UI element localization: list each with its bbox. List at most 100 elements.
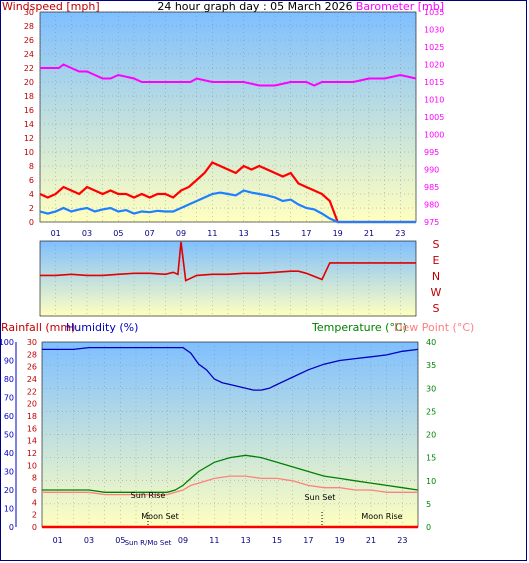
direction-label: E xyxy=(433,254,440,267)
baro-y-tick-label: 1010 xyxy=(424,96,444,105)
baro-y-tick-label: 1035 xyxy=(424,8,444,17)
temp-grid xyxy=(41,341,419,528)
temp-tick-label: 0 xyxy=(426,523,431,532)
wind-x-tick-label: 11 xyxy=(207,229,217,238)
rain-tick-label: 6 xyxy=(32,486,37,495)
moon-set-annotation: Moon Set xyxy=(141,512,178,521)
wind-y-tick-label: 10 xyxy=(24,148,34,157)
wind-y-tick-label: 26 xyxy=(24,36,34,45)
graph-day-title: 24 hour graph day : 05 March 2026 xyxy=(157,0,352,13)
temp-x-tick-label: 01 xyxy=(53,536,63,545)
rain-tick-label: 22 xyxy=(27,387,37,396)
wind-x-tick-label: 19 xyxy=(333,229,343,238)
rain-tick-label: 30 xyxy=(27,338,37,347)
temp-tick-label: 5 xyxy=(426,500,431,509)
wind-y-tick-label: 8 xyxy=(29,162,34,171)
wind-y-tick-label: 4 xyxy=(29,190,34,199)
wind-x-tick-label: 23 xyxy=(395,229,405,238)
temp-tick-label: 35 xyxy=(426,361,436,370)
wind-x-tick-label: 01 xyxy=(51,229,61,238)
temp-tick-label: 10 xyxy=(426,477,436,486)
humidity-tick-label: 60 xyxy=(4,412,14,421)
temp-x-tick-label: 19 xyxy=(335,536,345,545)
wind-y-tick-label: 24 xyxy=(24,50,34,59)
barometer-title: Barometer [mb] xyxy=(356,0,444,13)
barometer-axis-right: 975 980 985 990 995 1000 1005 1010 1015 1020 1025 1… xyxy=(424,8,444,227)
humidity-tick-label: 40 xyxy=(4,449,14,458)
temp-x-tick-label: 13 xyxy=(241,536,251,545)
rain-tick-label: 28 xyxy=(27,350,37,359)
rain-tick-label: 10 xyxy=(27,461,37,470)
temperature-axis: 0 5 10 15 20 25 30 35 40 xyxy=(426,338,436,532)
moon-rise-annotation: Moon Rise xyxy=(361,512,402,521)
direction-series-layer xyxy=(40,241,416,282)
baro-y-tick-label: 1015 xyxy=(424,78,444,87)
direction-label: N xyxy=(432,270,440,283)
direction-label: S xyxy=(433,238,440,251)
baro-y-tick-label: 1025 xyxy=(424,43,444,52)
temp-tick-label: 40 xyxy=(426,338,436,347)
rain-tick-label: 14 xyxy=(27,437,37,446)
humidity-tick-label: 0 xyxy=(9,523,14,532)
wind-y-tick-label: 14 xyxy=(24,120,34,129)
series-line-temperature xyxy=(42,454,419,493)
wind-y-tick-label: 16 xyxy=(24,106,34,115)
direction-label: W xyxy=(431,286,442,299)
rain-tick-label: 2 xyxy=(32,511,37,520)
temp-x-tick-label: 17 xyxy=(303,536,313,545)
wind-x-ticks: 01 03 05 07 09 11 13 15 17 19 21 23 xyxy=(51,229,406,238)
humidity-tick-label: 100 xyxy=(0,338,14,347)
wind-y-tick-label: 28 xyxy=(24,22,34,31)
humidity-tick-label: 50 xyxy=(4,431,14,440)
sun-moon-overlap-label: Sun R/Mo Set xyxy=(125,539,172,547)
temp-x-tick-label: 15 xyxy=(272,536,282,545)
series-line-dew-point xyxy=(42,475,418,496)
baro-y-tick-label: 1020 xyxy=(424,61,444,70)
wind-x-tick-label: 09 xyxy=(176,229,186,238)
baro-y-tick-label: 975 xyxy=(424,218,439,227)
temp-tick-label: 25 xyxy=(426,407,436,416)
rain-tick-label: 4 xyxy=(32,498,37,507)
humidity-tick-label: 30 xyxy=(4,468,14,477)
humidity-title: Humidity (%) xyxy=(66,321,138,334)
temp-tick-label: 20 xyxy=(426,431,436,440)
dew-point-title: Dew Point (°C) xyxy=(394,321,474,334)
baro-y-tick-label: 985 xyxy=(424,183,439,192)
temp-x-ticks: 01 03 05 09 11 13 15 17 19 21 23 xyxy=(53,536,408,545)
humidity-tick-label: 70 xyxy=(4,394,14,403)
wind-y-tick-label: 20 xyxy=(24,78,34,87)
direction-plot-area xyxy=(39,240,417,317)
rain-tick-label: 24 xyxy=(27,375,37,384)
temp-x-tick-label: 03 xyxy=(84,536,94,545)
wind-x-tick-label: 03 xyxy=(82,229,92,238)
rain-tick-label: 18 xyxy=(27,412,37,421)
rain-tick-label: 26 xyxy=(27,363,37,372)
wind-y-tick-label: 30 xyxy=(24,8,34,17)
rain-tick-label: 0 xyxy=(32,523,37,532)
humidity-tick-label: 20 xyxy=(4,486,14,495)
windspeed-title: Windspeed [mph] xyxy=(2,0,100,13)
rain-tick-label: 20 xyxy=(27,400,37,409)
rainfall-title: Rainfall (mm) xyxy=(1,321,75,334)
humidity-axis: 0 10 20 30 40 50 60 70 80 90 100 xyxy=(0,338,17,532)
wind-y-tick-label: 18 xyxy=(24,92,34,101)
series-line-wind-gust xyxy=(39,161,416,224)
baro-y-tick-label: 1030 xyxy=(424,26,444,35)
temp-x-tick-label: 21 xyxy=(366,536,376,545)
direction-grid xyxy=(39,241,417,316)
series-line-humidity xyxy=(42,346,419,391)
wind-x-tick-label: 17 xyxy=(301,229,311,238)
wind-y-tick-label: 12 xyxy=(24,134,34,143)
humidity-tick-label: 80 xyxy=(4,375,14,384)
series-line-wind-direction xyxy=(40,241,416,282)
temp-tick-label: 30 xyxy=(426,384,436,393)
wind-x-tick-label: 15 xyxy=(270,229,280,238)
rain-tick-label: 8 xyxy=(32,474,37,483)
temp-x-tick-label: 11 xyxy=(209,536,219,545)
baro-y-tick-label: 995 xyxy=(424,148,439,157)
wind-series-layer xyxy=(39,63,417,224)
